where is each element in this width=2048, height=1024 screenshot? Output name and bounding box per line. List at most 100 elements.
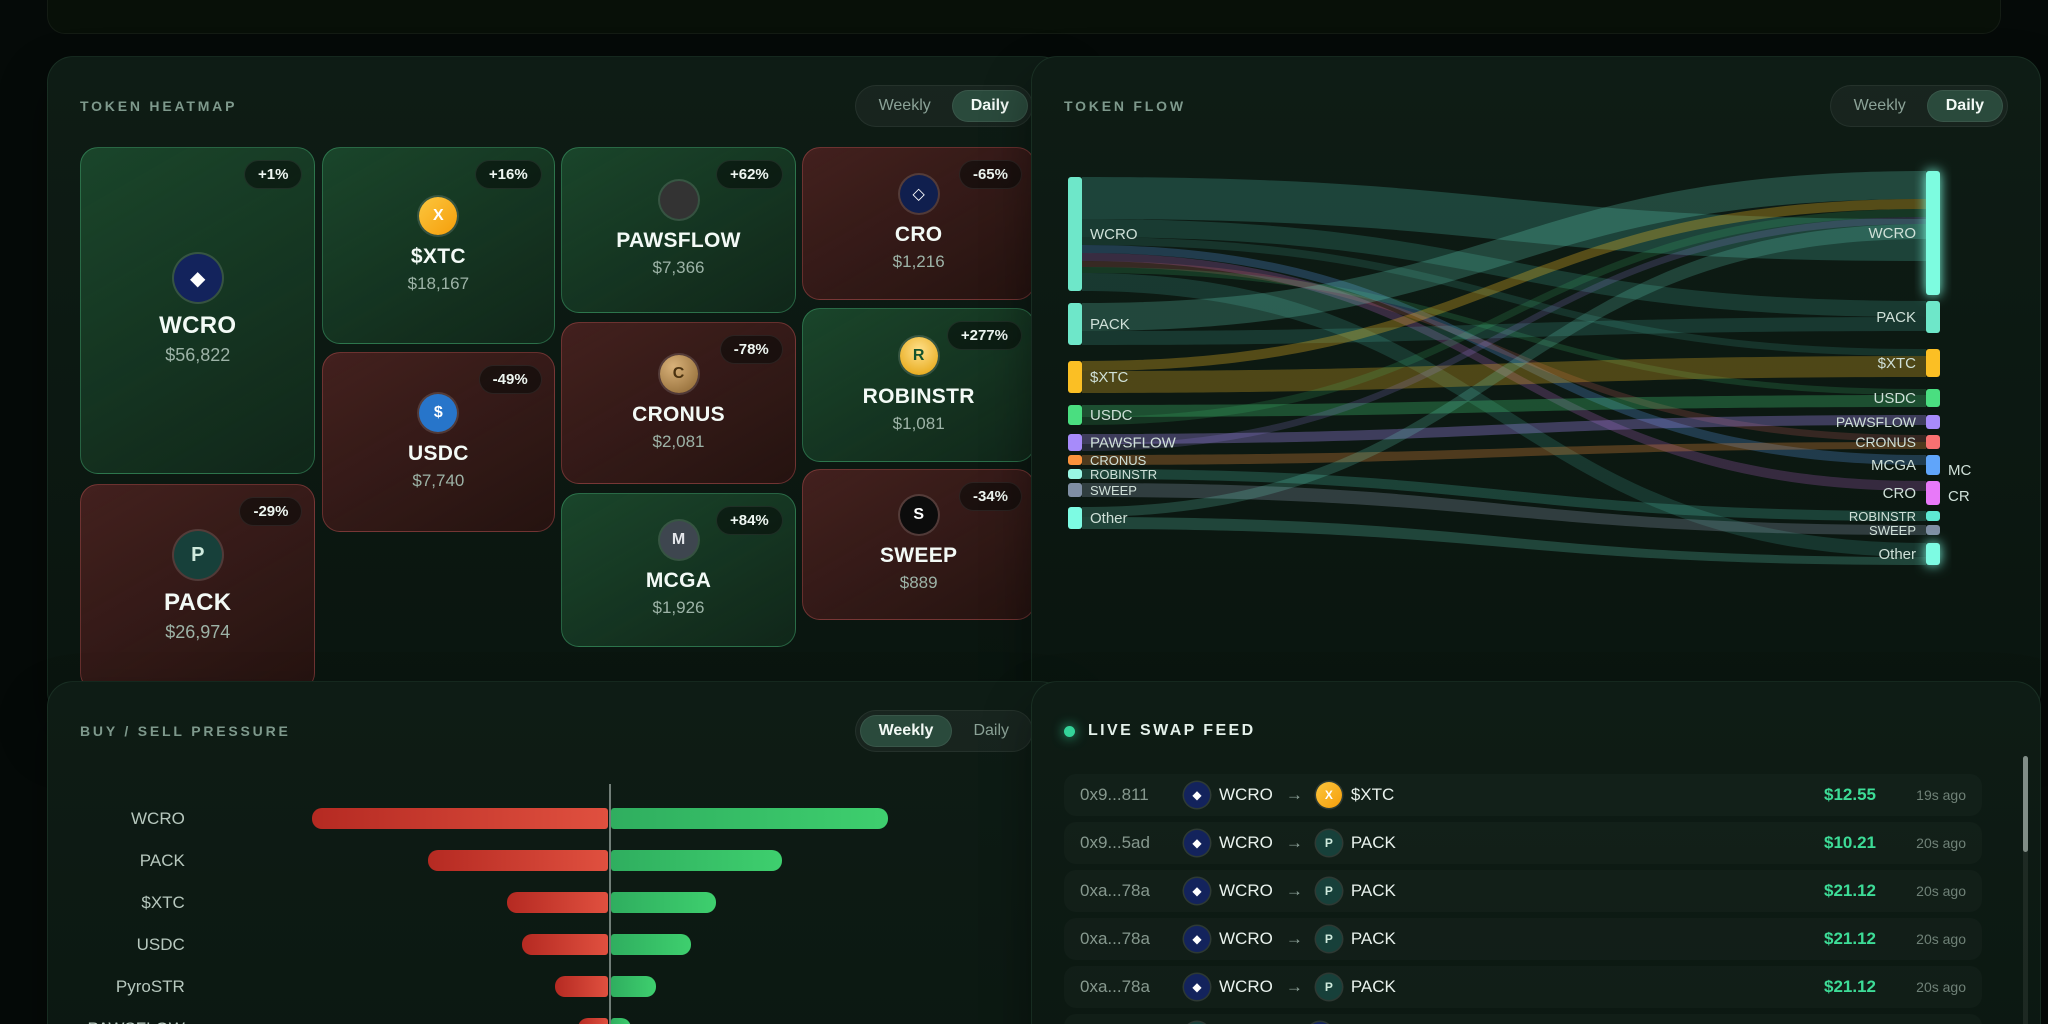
sankey-node-left-other[interactable]	[1068, 507, 1082, 529]
to-token: PACK	[1350, 929, 1396, 948]
swap-arrow-icon: →	[1285, 881, 1303, 900]
token-value: $889	[899, 572, 938, 592]
sankey-node-left-cronus[interactable]	[1068, 455, 1082, 465]
top-navbar	[47, 0, 2001, 34]
swap-feed-row[interactable]: 0xa...78a ◆ WCRO → P PACK $21.12 20s ago	[1064, 870, 1982, 912]
heatmap-tile-sweep[interactable]: -34% S SWEEP $889	[802, 468, 1035, 620]
sankey-node-right-robinstr[interactable]	[1926, 511, 1940, 521]
pressure-token-label: PAWSFLOW	[80, 1008, 185, 1024]
sankey-clipped-label-cr: CR	[1948, 488, 1970, 505]
swap-feed-row[interactable]: 0x9...5ad ◆ WCRO → P PACK $10.21 20s ago	[1064, 822, 1982, 864]
sankey-node-right-xtc[interactable]	[1926, 349, 1940, 377]
sankey-node-right-sweep[interactable]	[1926, 525, 1940, 535]
sankey-node-left-pawsflow[interactable]	[1068, 434, 1082, 451]
sankey-node-left-xtc[interactable]	[1068, 361, 1082, 393]
to-token: PACK	[1350, 881, 1396, 900]
pressure-weekly-button[interactable]: Weekly	[859, 715, 953, 747]
pressure-row-wcro: WCRO	[80, 798, 1033, 840]
feed-scrollbar-thumb[interactable]	[2023, 756, 2028, 852]
heatmap-tile-usdc[interactable]: -49% $ USDC $7,740	[322, 352, 555, 532]
sankey-clipped-label-mc: MC	[1948, 462, 1971, 479]
token-value: $56,822	[165, 345, 231, 366]
token-symbol: PAWSFLOW	[616, 229, 741, 253]
swap-amount: $12.55	[1824, 785, 1876, 804]
heatmap-tile-cro[interactable]: -65% ◇ CRO $1,216	[802, 147, 1035, 300]
heatmap-tile-mcga[interactable]: +84% M MCGA $1,926	[561, 492, 796, 648]
wcro-token-icon: ◆	[1184, 782, 1210, 808]
change-badge: -65%	[958, 160, 1022, 189]
heatmap-treemap: +1% ◆ WCRO $56,822 -29% P PACK $26,974 +16% X $XTC…	[80, 147, 1035, 691]
heatmap-daily-button[interactable]: Daily	[951, 90, 1028, 122]
sankey-node-right-wcro[interactable]	[1926, 171, 1940, 295]
wcro-token-icon: ◆	[1184, 830, 1210, 856]
token-value: $26,974	[165, 622, 231, 643]
swap-time: 20s ago	[1916, 979, 1966, 995]
xtc-token-icon: X	[1315, 782, 1342, 808]
sankey-label-right-mcga: MCGA	[1871, 457, 1916, 474]
sankey-node-right-pawsflow[interactable]	[1926, 415, 1940, 429]
sankey-flow-wcro-to-other	[1082, 273, 1926, 557]
sankey-flow-robinstr-to-robinstr	[1082, 469, 1926, 521]
sankey-node-right-mcga[interactable]	[1926, 455, 1940, 475]
sankey-flow-pawsflow-to-pawsflow	[1082, 415, 1926, 444]
buy-sell-pressure-panel: BUY / SELL PRESSURE Weekly Daily WCRO PAC…	[47, 681, 1066, 1024]
sankey-node-right-usdc[interactable]	[1926, 389, 1940, 407]
sell-bar	[427, 850, 608, 871]
token-value: $2,081	[652, 431, 705, 451]
sankey-node-right-pack[interactable]	[1926, 301, 1940, 333]
swap-feed-row[interactable]: 0x9...811 ◆ WCRO → X $XTC $12.55 19s ago	[1064, 774, 1982, 816]
pressure-daily-button[interactable]: Daily	[954, 715, 1028, 747]
wcro-token-icon: ◆	[1184, 974, 1210, 1000]
token-flow-sankey: WCRO PACK $XTC USDC PAWSFLOW CRONUS ROBINSTR SW…	[1064, 149, 2008, 689]
flow-weekly-button[interactable]: Weekly	[1835, 90, 1925, 122]
pawsflow-token-icon	[659, 181, 698, 220]
sankey-label-right-cronus: CRONUS	[1855, 434, 1916, 450]
sankey-node-left-usdc[interactable]	[1068, 405, 1082, 425]
sankey-node-left-robinstr[interactable]	[1068, 469, 1082, 479]
sankey-node-left-pack[interactable]	[1068, 303, 1082, 345]
from-token: WCRO	[1219, 881, 1273, 900]
heatmap-tile-cronus[interactable]: -78% C CRONUS $2,081	[561, 321, 796, 485]
swap-arrow-icon: →	[1285, 833, 1303, 852]
flow-daily-button[interactable]: Daily	[1926, 90, 2003, 122]
pack-token-icon: P	[1315, 878, 1342, 904]
change-badge: +16%	[474, 160, 542, 189]
tx-hash: 0xa...78a	[1080, 977, 1150, 996]
sankey-flow-pack-to-wcro	[1082, 171, 1926, 331]
swap-arrow-icon: →	[1285, 977, 1303, 996]
sankey-node-left-sweep[interactable]	[1068, 483, 1082, 497]
sankey-node-right-cronus[interactable]	[1926, 435, 1940, 449]
pressure-header: BUY / SELL PRESSURE Weekly Daily	[80, 710, 1033, 752]
sankey-flow-sweep-to-sweep	[1082, 483, 1926, 535]
feed-scrollbar-track[interactable]	[2023, 756, 2028, 1024]
sankey-node-right-other[interactable]	[1926, 543, 1940, 565]
heatmap-tile-xtc[interactable]: +16% X $XTC $18,167	[322, 147, 555, 345]
heatmap-tile-robinstr[interactable]: +277% R ROBINSTR $1,081	[802, 307, 1035, 463]
token-symbol: MCGA	[645, 569, 712, 593]
swap-feed-row[interactable]: 0xa...78a ◆ WCRO → P PACK $21.12 20s ago	[1064, 918, 1982, 960]
sankey-flow-wcro-to-wcro	[1082, 177, 1926, 261]
heatmap-tile-pack[interactable]: -29% P PACK $26,974	[80, 483, 316, 691]
feed-header: LIVE SWAP FEED	[1064, 710, 2008, 752]
token-symbol: $XTC	[410, 245, 466, 269]
heatmap-weekly-button[interactable]: Weekly	[860, 90, 950, 122]
sankey-node-right-cro[interactable]	[1926, 481, 1940, 505]
sankey-node-left-wcro[interactable]	[1068, 177, 1082, 291]
sankey-label-right-pack: PACK	[1876, 309, 1916, 326]
sankey-flow-wcro-to-mcga	[1082, 245, 1926, 465]
pack-token-icon: P	[1315, 974, 1342, 1000]
swap-amount: $21.12	[1824, 929, 1876, 948]
swap-amount: $21.12	[1824, 977, 1876, 996]
swap-time: 19s ago	[1916, 787, 1966, 803]
swap-feed-row[interactable]: 0x7...232PPACK→◆WCRO$0.3020s ago	[1064, 1014, 1982, 1024]
tx-hash: 0x9...811	[1080, 785, 1149, 804]
robinstr-token-icon: R	[899, 336, 938, 375]
cro-token-icon: ◇	[899, 174, 938, 213]
tx-hash: 0x9...5ad	[1080, 833, 1150, 852]
heatmap-tile-wcro[interactable]: +1% ◆ WCRO $56,822	[80, 147, 316, 474]
swap-feed-row[interactable]: 0xa...78a ◆ WCRO → P PACK $21.12 20s ago	[1064, 966, 1982, 1008]
buy-bar	[610, 892, 717, 913]
heatmap-tile-pawsflow[interactable]: +62% PAWSFLOW $7,366	[561, 147, 796, 313]
sankey-label-right-cro: CRO	[1883, 485, 1916, 502]
